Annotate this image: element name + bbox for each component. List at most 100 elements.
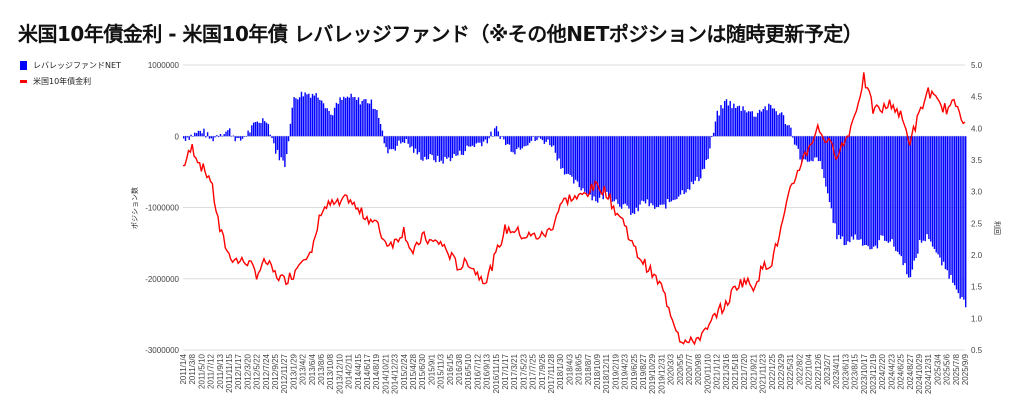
net-bar: [525, 136, 527, 146]
net-bar: [608, 136, 610, 199]
net-bar: [814, 136, 816, 158]
net-bar: [240, 136, 242, 141]
x-tick-label: 2017/1/17: [501, 353, 510, 389]
net-bar: [574, 136, 577, 180]
net-bar: [227, 130, 229, 137]
net-bar: [516, 136, 518, 150]
net-bar: [893, 136, 895, 247]
net-bar: [758, 109, 761, 137]
net-bar: [757, 112, 759, 137]
net-bar: [322, 103, 325, 137]
x-tick-label: 2020/3/3: [667, 353, 676, 385]
net-bar: [606, 136, 608, 192]
x-tick-label: 2018/8/7: [584, 353, 593, 385]
net-bar: [729, 100, 731, 137]
net-bar: [488, 136, 490, 139]
net-bar: [593, 136, 595, 197]
net-bar: [354, 97, 356, 137]
net-bar: [545, 136, 547, 142]
net-bar: [622, 136, 625, 205]
x-tick-label: 2020/7/7: [685, 353, 694, 385]
net-bar: [357, 97, 360, 137]
net-bar: [889, 136, 891, 242]
net-bar: [466, 136, 468, 146]
net-bar: [554, 136, 557, 153]
net-bar: [492, 136, 494, 137]
net-bar: [241, 136, 244, 139]
net-bar: [422, 136, 424, 161]
net-bar: [536, 136, 538, 141]
x-tick-label: 2014/2/11: [345, 353, 354, 389]
net-bar: [900, 136, 902, 257]
net-bar: [229, 128, 231, 137]
net-bar: [475, 136, 477, 144]
net-bar: [295, 98, 297, 137]
net-bar: [298, 97, 301, 137]
x-tick-label: 2018/1/30: [556, 353, 565, 389]
net-bar: [508, 136, 511, 145]
x-tick-label: 2018/12/11: [602, 353, 611, 393]
net-bar: [245, 136, 247, 137]
legend-item-net[interactable]: レバレッジファンドNET: [20, 60, 121, 71]
net-bar: [387, 136, 389, 154]
net-bar: [792, 136, 794, 138]
net-bar: [685, 136, 687, 193]
x-tick-label: 2024/6/25: [897, 353, 906, 389]
net-bar: [551, 136, 553, 147]
net-bar: [186, 136, 189, 138]
x-tick-label: 2016/9/13: [483, 353, 492, 389]
x-tick-label: 2021/11/23: [759, 353, 768, 393]
net-bar: [703, 136, 706, 169]
net-bar: [319, 99, 321, 137]
net-bar: [952, 136, 954, 283]
x-tick-label: 2015/9/1: [427, 353, 436, 385]
net-bar: [797, 136, 799, 149]
net-bar: [416, 136, 419, 155]
net-bar: [839, 136, 842, 240]
net-bar: [687, 136, 689, 190]
legend-item-yield[interactable]: 米国10年債金利: [20, 76, 91, 87]
net-bar: [723, 101, 726, 137]
net-bar: [381, 130, 384, 137]
net-bar: [510, 136, 512, 152]
x-tick-label: 2013/1/29: [289, 353, 298, 389]
y-left-tick-label: -2000000: [145, 275, 179, 284]
net-bar: [963, 136, 965, 300]
net-bar: [247, 130, 249, 137]
x-tick-label: 2018/6/5: [575, 353, 584, 385]
net-bar: [790, 127, 792, 137]
x-tick-label: 2022/5/31: [786, 353, 795, 389]
net-bar: [620, 136, 623, 209]
yield-line: [182, 72, 966, 346]
net-bar: [742, 106, 744, 137]
x-tick-label: 2021/7/20: [740, 353, 749, 389]
net-bar: [212, 136, 214, 142]
x-tick-label: 2017/5/23: [519, 353, 528, 389]
net-bar: [326, 108, 328, 137]
net-bar: [556, 136, 558, 161]
net-bar: [644, 136, 647, 204]
legend-swatch-yield: [20, 80, 27, 83]
net-bar: [532, 136, 534, 137]
net-bar: [700, 136, 702, 179]
net-bar: [611, 136, 614, 202]
net-bar: [462, 136, 465, 156]
net-bar: [420, 136, 422, 160]
net-bar: [942, 136, 945, 262]
net-bar: [328, 110, 330, 137]
net-bar: [293, 97, 295, 137]
net-bar: [865, 136, 868, 246]
net-bar: [409, 136, 411, 148]
net-bar: [657, 136, 660, 207]
net-bar: [582, 136, 584, 189]
net-bar: [595, 136, 597, 202]
y-left-tick-label: 1000000: [148, 61, 180, 70]
net-bar: [746, 112, 748, 137]
net-bar: [265, 122, 268, 137]
net-bar: [939, 136, 941, 258]
net-bar: [711, 136, 713, 138]
net-bar: [392, 136, 395, 150]
net-bar: [646, 136, 649, 200]
net-bar: [201, 133, 203, 137]
net-bar: [692, 136, 695, 185]
